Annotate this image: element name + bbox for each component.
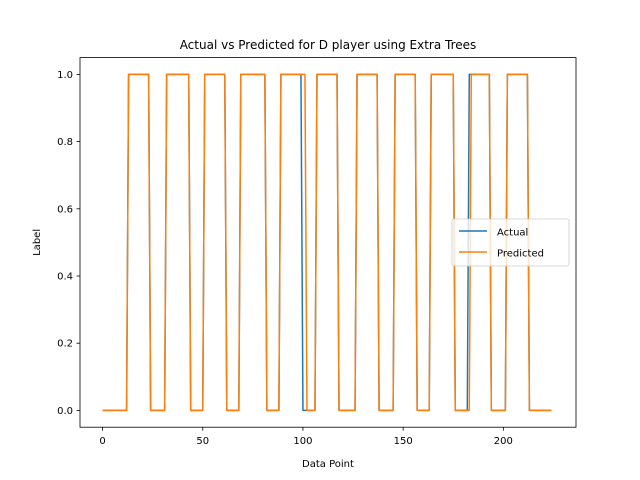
y-axis: 0.0 0.2 0.4 0.6 0.8 1.0	[57, 70, 80, 417]
x-tick-label: 50	[196, 436, 209, 447]
x-tick-label: 150	[394, 436, 413, 447]
y-tick-label: 0.0	[57, 406, 73, 417]
x-tick-label: 0	[99, 436, 105, 447]
x-tick-label: 200	[494, 436, 513, 447]
legend: Actual Predicted	[451, 218, 570, 267]
x-axis: 0 50 100 150 200	[99, 427, 513, 447]
y-tick-label: 0.4	[57, 272, 73, 283]
y-tick-label: 0.8	[57, 137, 73, 148]
y-tick-label: 0.2	[57, 339, 73, 350]
x-tick-label: 100	[293, 436, 312, 447]
legend-label-actual: Actual	[497, 228, 528, 239]
plot-frame	[79, 57, 577, 428]
y-tick-label: 0.6	[57, 204, 73, 215]
x-axis-label: Data Point	[302, 459, 354, 470]
y-tick-label: 1.0	[57, 70, 73, 81]
y-axis-label: Label	[32, 229, 43, 256]
chart-title: Actual vs Predicted for D player using E…	[180, 38, 477, 52]
legend-label-predicted: Predicted	[497, 249, 544, 260]
